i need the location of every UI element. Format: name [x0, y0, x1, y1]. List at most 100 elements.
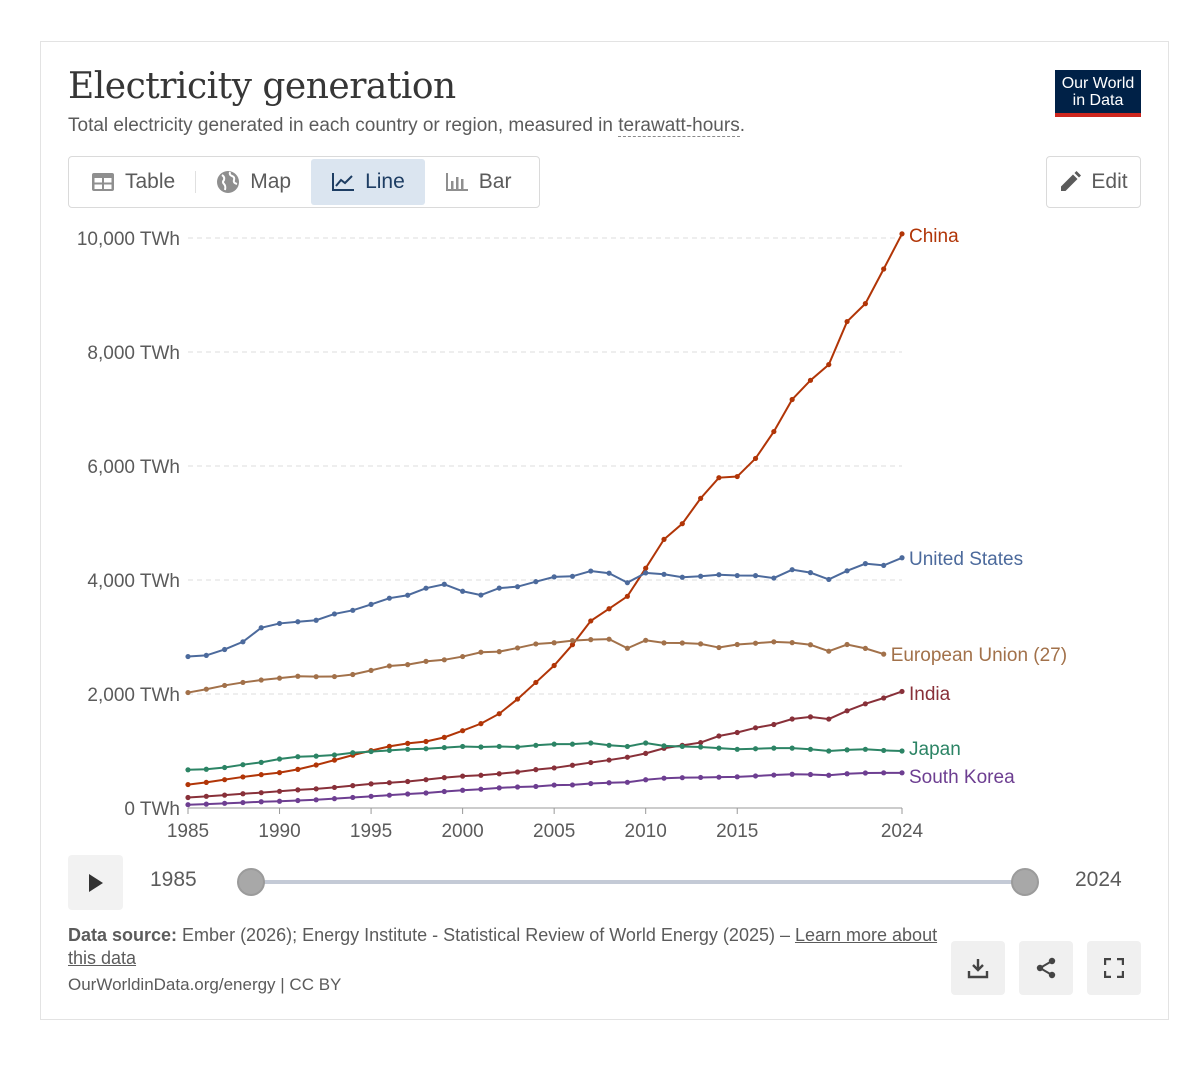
data-point-china: [423, 738, 429, 745]
data-point-european-union-27: [222, 682, 228, 689]
tab-map-label: Map: [250, 170, 292, 193]
data-point-japan: [222, 764, 228, 771]
tab-bar[interactable]: Bar: [425, 159, 532, 205]
data-point-india: [624, 754, 630, 760]
timeline-start-handle[interactable]: [237, 868, 265, 896]
data-point-united-states: [826, 576, 832, 583]
series-line-china[interactable]: [187, 233, 903, 786]
data-point-china: [386, 743, 392, 749]
data-point-south-korea: [752, 773, 759, 779]
series-line-united-states[interactable]: [187, 556, 903, 658]
series-label-south-korea[interactable]: South Korea: [909, 767, 1015, 788]
data-point-india: [496, 771, 502, 777]
data-point-united-states: [423, 585, 429, 591]
data-point-china: [441, 734, 447, 740]
data-point-european-union-27: [881, 651, 887, 657]
series-label-european-union-27[interactable]: European Union (27): [891, 645, 1067, 666]
data-point-south-korea: [405, 791, 411, 797]
series-line-south-korea[interactable]: [187, 771, 902, 806]
data-point-japan: [258, 759, 264, 766]
data-point-south-korea: [862, 770, 868, 776]
data-point-united-states: [240, 639, 246, 645]
series-label-india[interactable]: India: [909, 684, 951, 705]
data-point-japan: [368, 748, 374, 755]
download-button[interactable]: [951, 941, 1005, 995]
y-tick-label: 8,000 TWh: [87, 343, 180, 364]
data-point-japan: [203, 766, 209, 772]
data-point-india: [441, 775, 447, 781]
share-icon: [1036, 957, 1056, 979]
data-point-china: [807, 377, 814, 383]
data-point-india: [698, 739, 704, 746]
series-label-china[interactable]: China: [909, 226, 959, 247]
data-point-united-states: [789, 567, 795, 573]
data-point-south-korea: [606, 780, 612, 786]
data-point-european-union-27: [460, 653, 466, 660]
data-point-european-union-27: [386, 663, 392, 669]
data-point-japan: [276, 756, 283, 762]
data-point-india: [826, 716, 832, 722]
data-point-united-states: [716, 572, 722, 578]
series-label-japan[interactable]: Japan: [909, 739, 961, 760]
terawatt-hours-term[interactable]: terawatt-hours: [618, 115, 740, 137]
play-button[interactable]: [68, 855, 123, 910]
data-point-united-states: [661, 571, 667, 577]
data-point-india: [405, 778, 411, 785]
data-point-china: [313, 762, 319, 768]
line-chart-icon: [332, 173, 355, 191]
data-point-european-union-27: [276, 675, 283, 681]
share-button[interactable]: [1019, 941, 1073, 995]
data-point-united-states: [588, 568, 594, 574]
series-line-india[interactable]: [187, 690, 903, 799]
data-point-india: [606, 757, 612, 763]
x-tick-label: 2000: [441, 821, 483, 842]
timeline-end-handle[interactable]: [1011, 868, 1039, 896]
tab-table[interactable]: Table: [71, 159, 195, 205]
data-point-japan: [844, 747, 850, 753]
logo-line-2: in Data: [1072, 92, 1124, 109]
data-point-china: [203, 779, 209, 786]
data-point-india: [533, 767, 539, 773]
footer-url[interactable]: OurWorldinData.org/energy | CC BY: [68, 975, 342, 994]
data-point-european-union-27: [295, 673, 301, 679]
data-point-china: [899, 231, 905, 237]
edit-button[interactable]: Edit: [1046, 156, 1141, 208]
x-tick-label: 2010: [625, 821, 667, 842]
globe-icon: [217, 171, 240, 193]
fullscreen-icon: [1104, 958, 1124, 978]
data-point-south-korea: [771, 772, 777, 778]
data-point-united-states: [771, 575, 777, 581]
subtitle-suffix: .: [739, 115, 745, 136]
data-point-japan: [606, 742, 612, 748]
data-point-united-states: [460, 588, 466, 594]
data-point-united-states: [533, 579, 539, 585]
series-label-united-states[interactable]: United States: [909, 549, 1023, 570]
chart-title: Electricity generation: [68, 66, 456, 107]
x-tick-label: 2005: [533, 821, 575, 842]
data-point-india: [716, 733, 722, 739]
series-line-japan[interactable]: [187, 742, 903, 771]
fullscreen-button[interactable]: [1087, 941, 1141, 995]
data-point-japan: [514, 744, 521, 750]
tab-line[interactable]: Line: [311, 159, 425, 205]
data-point-india: [222, 792, 228, 798]
source-text: Ember (2026); Energy Institute - Statist…: [177, 925, 795, 945]
timeline-track[interactable]: [251, 880, 1025, 884]
data-point-japan: [771, 745, 777, 751]
data-point-south-korea: [588, 780, 594, 787]
data-point-south-korea: [313, 797, 319, 803]
series-lines: [185, 231, 905, 808]
data-point-india: [734, 729, 740, 736]
x-tick-label: 1990: [258, 821, 300, 842]
data-point-south-korea: [222, 800, 228, 806]
learn-more-link[interactable]: Learn more about this data: [68, 925, 938, 968]
data-point-china: [405, 740, 411, 746]
data-point-india: [350, 782, 356, 789]
data-point-japan: [405, 746, 411, 752]
tab-map[interactable]: Map: [196, 159, 311, 205]
line-chart: 0 TWh 2,000 TWh 4,000 TWh 6,000 TWh 8,000 TW…: [77, 226, 1067, 842]
owid-logo[interactable]: Our World in Data: [1055, 70, 1141, 117]
y-axis-ticks: 0 TWh 2,000 TWh 4,000 TWh 6,000 TWh 8,000 TW…: [77, 229, 180, 820]
chart-subtitle: Total electricity generated in each coun…: [68, 115, 745, 137]
data-point-india: [276, 788, 283, 794]
